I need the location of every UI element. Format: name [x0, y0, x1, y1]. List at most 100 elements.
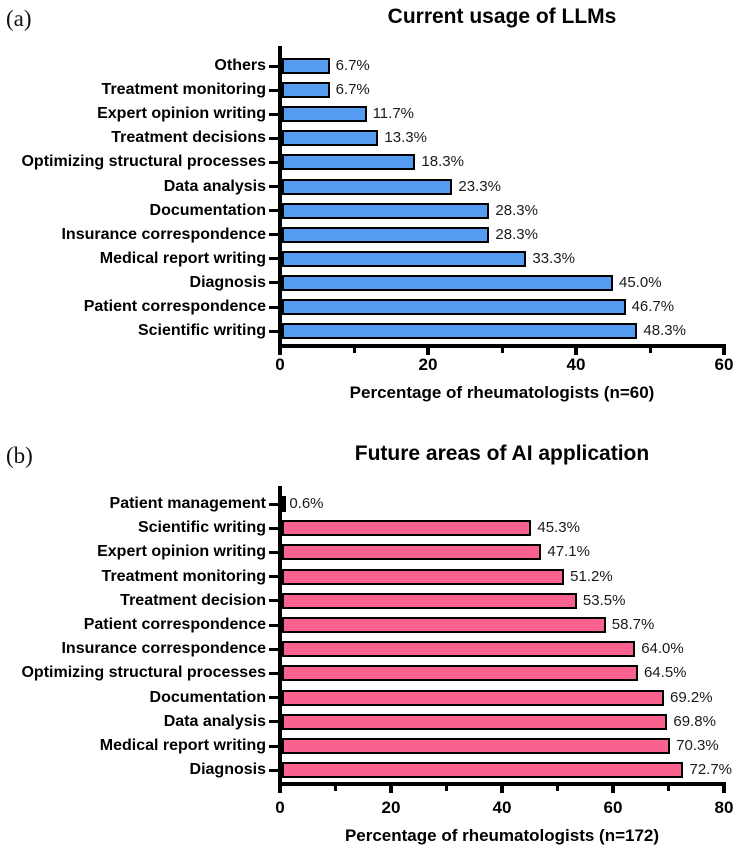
- category-tick-mark: [269, 136, 278, 140]
- category-label: Treatment monitoring: [101, 81, 266, 99]
- category-label: Insurance correspondence: [61, 225, 266, 243]
- category-tick-mark: [269, 575, 278, 579]
- y-axis-line: [278, 486, 282, 786]
- category-tick-mark: [269, 160, 278, 164]
- x-axis-tick-label: 60: [603, 798, 623, 817]
- category-tick-mark: [269, 209, 278, 213]
- bar: [282, 226, 490, 243]
- category-tick-mark: [269, 599, 278, 603]
- bar: [282, 665, 638, 682]
- bar: [282, 689, 665, 706]
- bar-value-label: 64.0%: [641, 640, 684, 658]
- bar: [282, 299, 626, 315]
- category-tick-mark: [269, 112, 278, 116]
- bar: [282, 250, 527, 267]
- bar-value-label: 69.8%: [673, 712, 716, 730]
- x-axis-minor-tick: [648, 344, 652, 353]
- category-label: Treatment monitoring: [101, 567, 266, 585]
- category-tick-mark: [269, 281, 278, 285]
- x-axis-tick-label: 60: [714, 355, 734, 374]
- panel-a-label: (a): [6, 6, 32, 31]
- category-label: Expert opinion writing: [97, 105, 266, 123]
- bar-value-label: 69.2%: [670, 688, 713, 706]
- category-tick-mark: [269, 88, 278, 92]
- category-label: Treatment decisions: [111, 129, 266, 147]
- x-axis-major-tick: [574, 344, 578, 355]
- bar: [282, 762, 684, 779]
- category-label: Data analysis: [163, 177, 266, 195]
- x-axis-minor-tick: [445, 782, 448, 791]
- category-label: Medical report writing: [99, 737, 266, 754]
- bar-value-label: 72.7%: [689, 761, 733, 779]
- x-axis-title-b: Percentage of rheumatologists (n=172): [344, 826, 660, 845]
- bar: [282, 738, 671, 754]
- bar: [282, 496, 286, 512]
- category-label: Scientific writing: [137, 322, 266, 340]
- bar: [282, 154, 416, 171]
- category-tick-mark: [269, 305, 278, 309]
- chart-title-b: Future areas of AI application: [354, 442, 650, 465]
- bar-value-label: 58.7%: [611, 616, 655, 633]
- x-axis-major-tick: [500, 782, 504, 793]
- bar-value-label: 0.6%: [289, 495, 324, 512]
- category-label: Patient management: [109, 495, 266, 512]
- category-tick-mark: [269, 329, 278, 333]
- bar-value-label: 33.3%: [532, 249, 575, 267]
- panel-b-label: (b): [6, 443, 33, 468]
- bar: [282, 82, 330, 99]
- category-label: Diagnosis: [189, 273, 266, 291]
- x-axis-tick-label: 0: [275, 355, 285, 374]
- x-axis-minor-tick: [500, 344, 504, 353]
- category-label: Patient correspondence: [83, 298, 266, 315]
- category-tick-mark: [269, 64, 278, 68]
- bar: [282, 178, 453, 195]
- x-axis-major-tick: [389, 782, 393, 793]
- category-tick-mark: [269, 768, 278, 772]
- x-axis-minor-tick: [334, 782, 337, 791]
- category-label: Diagnosis: [189, 761, 266, 779]
- bar: [282, 58, 330, 74]
- x-axis-tick-label: 40: [566, 355, 586, 374]
- category-label: Data analysis: [163, 712, 266, 730]
- bar: [282, 274, 613, 291]
- x-axis-major-tick: [722, 782, 726, 793]
- category-tick-mark: [269, 720, 278, 724]
- bar-value-label: 18.3%: [421, 153, 464, 171]
- bar-value-label: 28.3%: [495, 225, 538, 243]
- bar-value-label: 48.3%: [643, 322, 686, 340]
- category-label: Scientific writing: [137, 519, 266, 537]
- x-axis-major-tick: [278, 344, 282, 355]
- bar-value-label: 47.1%: [547, 543, 590, 561]
- bar-value-label: 70.3%: [676, 737, 719, 754]
- bar-value-label: 51.2%: [570, 567, 613, 585]
- bar: [282, 520, 532, 537]
- category-label: Optimizing structural processes: [21, 664, 266, 682]
- bar: [282, 617, 606, 633]
- x-axis-tick-label: 40: [492, 798, 512, 817]
- bar-value-label: 23.3%: [458, 177, 501, 195]
- x-axis-major-tick: [426, 344, 430, 355]
- bar-value-label: 11.7%: [372, 105, 414, 123]
- category-tick-mark: [269, 744, 278, 748]
- bar: [282, 130, 379, 147]
- category-tick-mark: [269, 623, 278, 627]
- panel-a-current-llm-usage: (a) Current usage of LLMs Others 6.7% Trea…: [6, 5, 734, 402]
- category-tick-mark: [269, 185, 278, 188]
- x-axis-tick-label: 20: [381, 798, 401, 817]
- x-axis-major-tick: [722, 344, 726, 355]
- bar-value-label: 45.3%: [537, 519, 580, 537]
- category-label: Others: [214, 57, 266, 74]
- bar-value-label: 64.5%: [643, 664, 687, 682]
- bar-value-label: 46.7%: [631, 298, 675, 315]
- panel-b-future-ai-areas: (b) Future areas of AI application Patie…: [0, 430, 740, 851]
- bar: [282, 641, 636, 658]
- chart-title-a: Current usage of LLMs: [387, 5, 617, 28]
- y-axis-line: [278, 46, 282, 348]
- bar: [282, 106, 367, 123]
- bar: [282, 568, 565, 585]
- category-label: Insurance correspondence: [61, 640, 266, 658]
- x-axis-minor-tick: [352, 344, 356, 353]
- category-tick-mark: [269, 526, 278, 530]
- bar: [282, 713, 668, 730]
- category-tick-mark: [269, 671, 278, 675]
